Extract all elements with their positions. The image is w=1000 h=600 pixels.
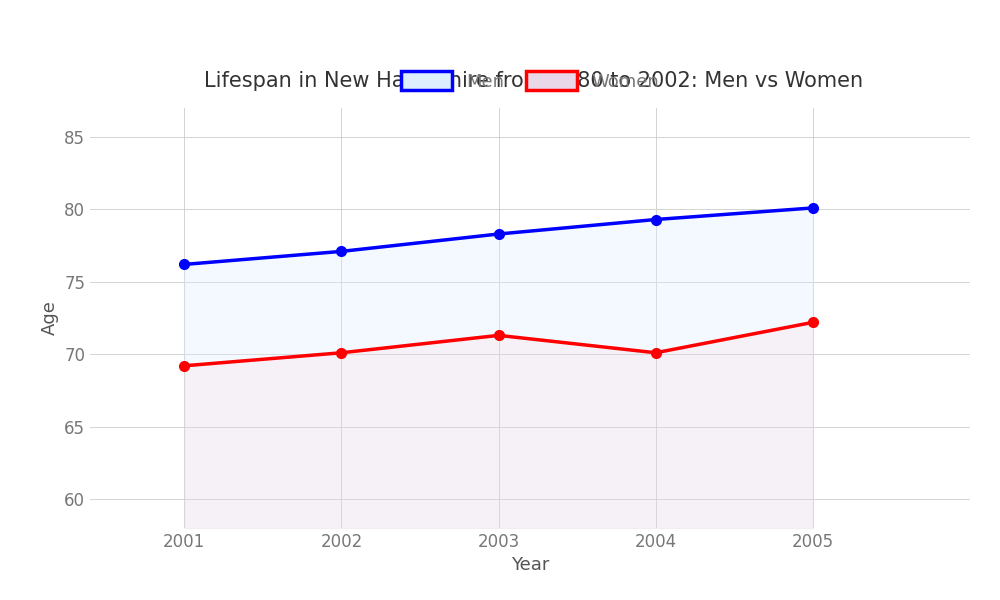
X-axis label: Year: Year: [511, 556, 549, 574]
Y-axis label: Age: Age: [41, 301, 59, 335]
Text: Lifespan in New Hampshire from 1980 to 2002: Men vs Women: Lifespan in New Hampshire from 1980 to 2…: [204, 71, 864, 91]
Legend: Men, Women: Men, Women: [392, 62, 668, 100]
